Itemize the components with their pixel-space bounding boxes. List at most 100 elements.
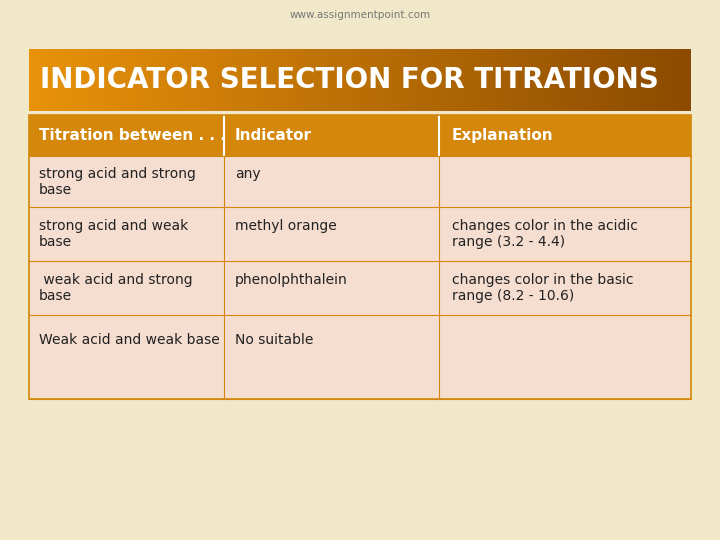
- Bar: [128, 49, 132, 111]
- Bar: [191, 49, 194, 111]
- Bar: [469, 49, 472, 111]
- Bar: [215, 49, 217, 111]
- Bar: [161, 49, 165, 111]
- Bar: [496, 49, 499, 111]
- Bar: [555, 49, 559, 111]
- Bar: [307, 49, 310, 111]
- Bar: [45, 49, 49, 111]
- Bar: [678, 49, 681, 111]
- Bar: [503, 49, 505, 111]
- Bar: [290, 49, 294, 111]
- Bar: [472, 49, 476, 111]
- Bar: [29, 49, 32, 111]
- Bar: [509, 49, 513, 111]
- Text: No suitable: No suitable: [235, 333, 313, 347]
- Bar: [443, 49, 446, 111]
- Bar: [58, 49, 62, 111]
- Bar: [115, 49, 118, 111]
- Bar: [99, 49, 102, 111]
- Bar: [261, 49, 264, 111]
- Bar: [406, 49, 410, 111]
- Bar: [204, 49, 207, 111]
- Bar: [387, 49, 390, 111]
- Bar: [350, 49, 354, 111]
- Bar: [608, 49, 612, 111]
- Bar: [575, 49, 579, 111]
- Bar: [516, 49, 519, 111]
- Bar: [304, 49, 307, 111]
- Bar: [145, 49, 148, 111]
- Bar: [310, 49, 314, 111]
- Bar: [228, 49, 231, 111]
- Bar: [648, 49, 652, 111]
- Bar: [238, 49, 240, 111]
- Bar: [271, 49, 274, 111]
- Bar: [155, 49, 158, 111]
- Bar: [446, 49, 449, 111]
- Bar: [397, 49, 400, 111]
- Bar: [29, 115, 691, 399]
- Bar: [625, 49, 629, 111]
- Bar: [89, 49, 91, 111]
- Bar: [42, 49, 45, 111]
- Bar: [423, 49, 426, 111]
- Bar: [354, 49, 356, 111]
- Bar: [542, 49, 546, 111]
- Bar: [231, 49, 234, 111]
- Bar: [463, 49, 466, 111]
- Bar: [466, 49, 469, 111]
- Bar: [675, 49, 678, 111]
- Bar: [244, 49, 248, 111]
- Bar: [430, 49, 433, 111]
- Text: Explanation: Explanation: [452, 128, 554, 143]
- Bar: [420, 49, 423, 111]
- Text: strong acid and weak
base: strong acid and weak base: [39, 219, 188, 249]
- Text: methyl orange: methyl orange: [235, 219, 337, 233]
- Bar: [373, 49, 377, 111]
- Bar: [403, 49, 406, 111]
- Bar: [267, 49, 271, 111]
- Bar: [582, 49, 585, 111]
- Bar: [29, 261, 691, 315]
- Bar: [85, 49, 89, 111]
- Bar: [122, 49, 125, 111]
- Bar: [135, 49, 138, 111]
- Bar: [652, 49, 654, 111]
- Bar: [287, 49, 290, 111]
- Bar: [552, 49, 555, 111]
- Bar: [284, 49, 287, 111]
- Bar: [654, 49, 658, 111]
- Bar: [323, 49, 327, 111]
- Bar: [91, 49, 95, 111]
- Bar: [108, 49, 112, 111]
- Bar: [390, 49, 393, 111]
- Bar: [248, 49, 251, 111]
- Text: weak acid and strong
base: weak acid and strong base: [39, 273, 192, 303]
- Bar: [519, 49, 522, 111]
- Bar: [224, 49, 228, 111]
- Bar: [132, 49, 135, 111]
- Bar: [52, 49, 55, 111]
- Bar: [105, 49, 108, 111]
- Bar: [294, 49, 297, 111]
- Bar: [688, 49, 691, 111]
- Bar: [668, 49, 671, 111]
- Bar: [436, 49, 439, 111]
- Bar: [165, 49, 168, 111]
- Bar: [370, 49, 373, 111]
- Bar: [585, 49, 588, 111]
- Bar: [642, 49, 645, 111]
- Bar: [138, 49, 141, 111]
- Bar: [29, 115, 691, 156]
- Bar: [254, 49, 257, 111]
- Bar: [615, 49, 618, 111]
- Bar: [297, 49, 300, 111]
- Bar: [112, 49, 115, 111]
- Bar: [32, 49, 35, 111]
- Bar: [68, 49, 72, 111]
- Bar: [658, 49, 662, 111]
- Bar: [194, 49, 198, 111]
- Bar: [565, 49, 569, 111]
- Bar: [251, 49, 254, 111]
- Bar: [549, 49, 552, 111]
